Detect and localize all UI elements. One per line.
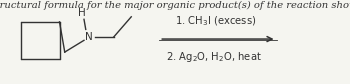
Text: Draw a structural formula for the major organic product(s) of the reaction shown: Draw a structural formula for the major … xyxy=(0,1,350,10)
Text: N: N xyxy=(85,32,93,42)
Text: 1. CH$_3$I (excess): 1. CH$_3$I (excess) xyxy=(175,14,256,28)
Text: H: H xyxy=(78,8,86,18)
Text: 2. Ag$_2$O, H$_2$O, heat: 2. Ag$_2$O, H$_2$O, heat xyxy=(166,50,261,64)
